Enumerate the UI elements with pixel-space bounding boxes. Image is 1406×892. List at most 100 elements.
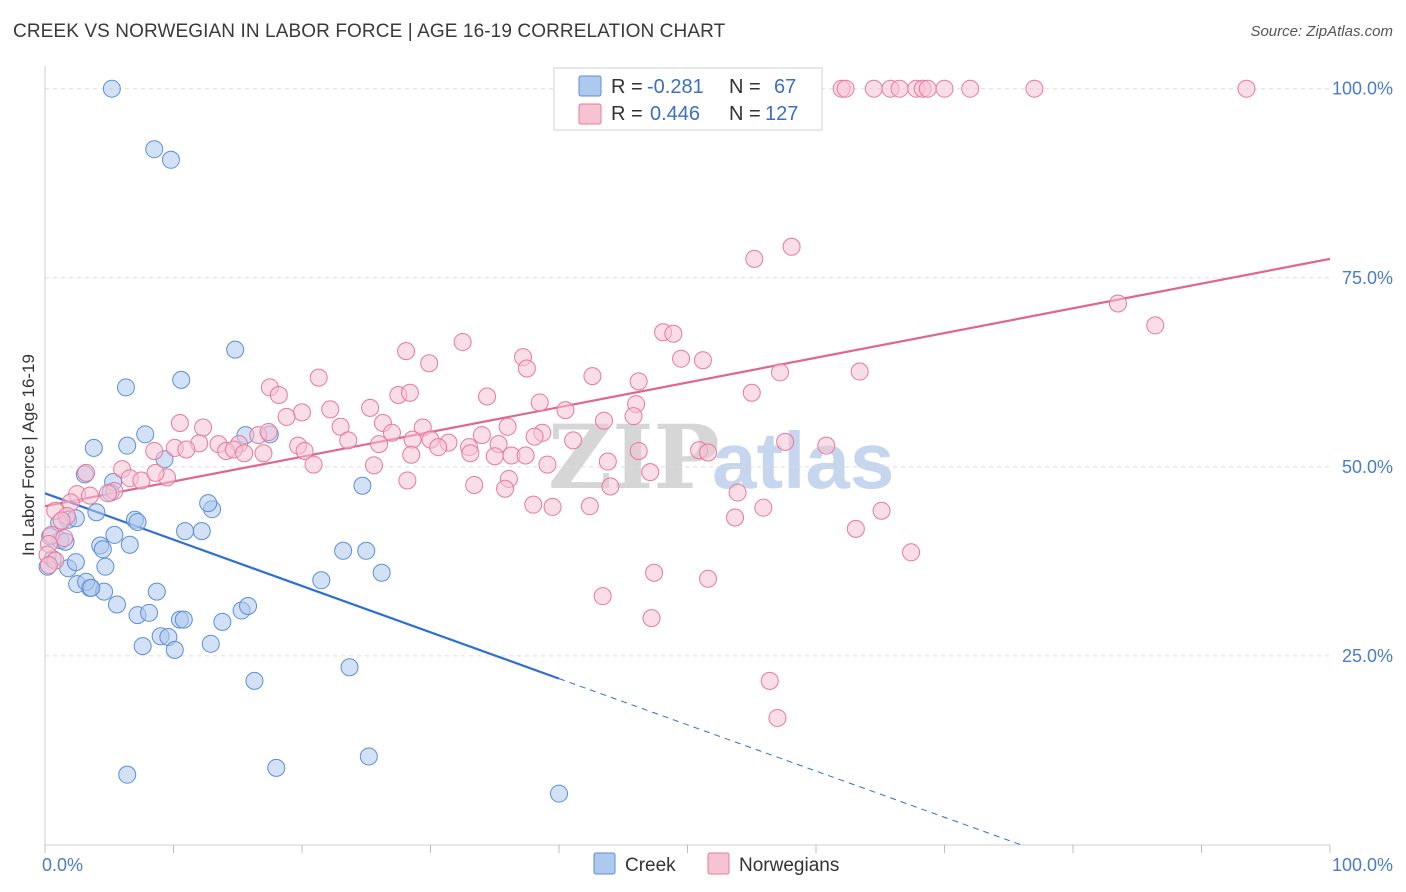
y-tick-label: 50.0% <box>1342 457 1393 477</box>
creek-point <box>357 541 376 560</box>
bottom-legend-label-creek: Creek <box>625 855 676 876</box>
creek-point <box>147 582 166 601</box>
legend-r-value-norwegians: 0.446 <box>650 103 700 125</box>
norwegians-point <box>98 484 117 503</box>
norwegians-point <box>728 483 747 502</box>
creek-point <box>334 541 353 560</box>
norwegians-point <box>498 417 517 436</box>
norwegians-point <box>524 495 543 514</box>
y-tick-label: 75.0% <box>1342 268 1393 288</box>
creek-point <box>116 378 135 397</box>
norwegians-point <box>645 563 664 582</box>
norwegians-point <box>836 79 855 98</box>
norwegians-point <box>918 79 937 98</box>
y-tick-label: 25.0% <box>1342 646 1393 666</box>
creek-point <box>102 79 121 98</box>
norwegians-point <box>890 79 909 98</box>
norwegians-point <box>485 447 504 466</box>
norwegians-point <box>461 444 480 463</box>
axes <box>44 66 1331 853</box>
creek-point <box>199 494 218 513</box>
legend-swatch-creek <box>578 75 602 97</box>
bottom-legend-label-norwegians: Norwegians <box>739 855 839 876</box>
creek-point <box>66 553 85 572</box>
y-axis-title: In Labor Force | Age 16-19 <box>19 354 38 556</box>
norwegians-point <box>453 333 472 352</box>
norwegians-point <box>429 438 448 457</box>
creek-point <box>353 476 372 495</box>
norwegians-point <box>864 79 883 98</box>
norwegians-point <box>754 498 773 517</box>
norwegians-point <box>846 519 865 538</box>
creek-point <box>226 340 245 359</box>
y-tick-label: 100.0% <box>1332 79 1393 99</box>
norwegians-point <box>768 708 787 727</box>
creek-point <box>118 765 137 784</box>
data-points <box>38 79 1256 803</box>
creek-trend-line <box>44 492 560 680</box>
norwegians-point <box>583 367 602 386</box>
creek-point <box>550 784 568 803</box>
norwegians-point <box>961 79 980 98</box>
legend: R = -0.281 N = 67 R = 0.446 N = 127 <box>553 67 823 131</box>
norwegians-point <box>361 398 380 417</box>
norwegians-point <box>321 400 340 419</box>
norwegians-point <box>516 446 535 465</box>
norwegians-point <box>699 443 718 462</box>
norwegians-point <box>664 324 683 343</box>
norwegians-point <box>382 423 401 442</box>
norwegians-point <box>465 475 484 494</box>
norwegians-point <box>293 403 311 422</box>
norwegians-point <box>771 363 790 382</box>
norwegians-point <box>420 354 439 373</box>
norwegians-point <box>642 609 661 628</box>
norwegians-point <box>745 249 764 268</box>
norwegians-point <box>760 671 779 690</box>
norwegians-point <box>194 418 213 437</box>
norwegians-point <box>370 435 389 454</box>
creek-point <box>136 425 155 444</box>
norwegians-point <box>304 455 323 474</box>
legend-r-label-norwegians: R = <box>611 103 643 125</box>
norwegians-point <box>331 417 350 436</box>
norwegians-point <box>580 497 599 516</box>
norwegians-point <box>556 401 575 420</box>
creek-point <box>267 758 286 777</box>
norwegians-point <box>146 463 165 482</box>
norwegians-point <box>672 349 691 368</box>
source-credit: Source: ZipAtlas.com <box>1250 23 1393 40</box>
norwegians-point <box>145 441 164 460</box>
norwegians-point <box>693 351 712 370</box>
norwegians-point <box>309 368 328 387</box>
norwegians-point <box>403 430 422 449</box>
creek-point <box>176 522 195 541</box>
norwegians-point <box>80 486 99 505</box>
creek-point <box>118 436 137 455</box>
creek-point <box>372 563 391 582</box>
norwegians-point <box>641 463 660 482</box>
norwegians-point <box>269 385 288 404</box>
creek-point <box>133 637 152 656</box>
norwegians-point <box>402 445 421 464</box>
norwegians-point <box>629 441 648 460</box>
norwegians-point <box>1025 79 1044 98</box>
norwegians-point <box>902 543 921 562</box>
legend-n-value-creek: 67 <box>774 76 796 98</box>
creek-trend-extension <box>558 678 1022 846</box>
norwegians-point <box>254 444 273 463</box>
creek-point <box>312 571 331 590</box>
norwegians-point <box>472 426 491 445</box>
norwegians-point <box>55 528 74 547</box>
norwegians-point <box>593 587 612 606</box>
norwegians-point <box>629 372 648 391</box>
norwegians-point <box>530 393 549 412</box>
norwegians-point <box>817 436 836 455</box>
norwegians-point <box>398 471 417 490</box>
norwegians-point <box>782 237 801 256</box>
norwegians-point <box>872 501 891 520</box>
creek-point <box>245 671 264 690</box>
norwegians-point <box>525 427 544 446</box>
norwegians-point <box>295 441 314 460</box>
creek-point <box>84 438 103 457</box>
norwegians-point <box>594 411 613 430</box>
